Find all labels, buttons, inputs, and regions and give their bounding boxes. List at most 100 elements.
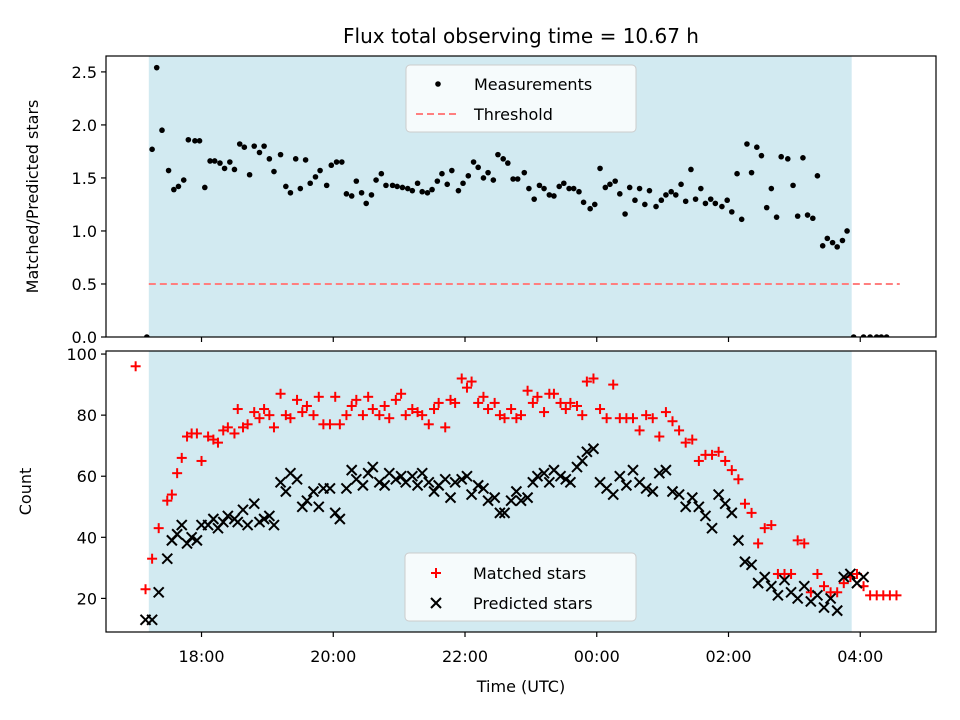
predicted-star-marker xyxy=(373,476,386,489)
marker-stroke xyxy=(185,531,198,544)
measurement-point xyxy=(307,180,314,187)
measurement-point xyxy=(844,228,850,234)
predicted-star-marker xyxy=(543,476,556,489)
measurement-point xyxy=(658,197,665,204)
measurement-point xyxy=(317,167,323,174)
measurement-point xyxy=(251,143,258,149)
predicted-star-marker xyxy=(719,498,731,510)
matched-star-marker xyxy=(264,410,275,421)
measurement-point xyxy=(719,203,725,210)
measurement-point xyxy=(794,213,801,219)
measurement-point xyxy=(449,167,455,174)
y-tick-label: 2.5 xyxy=(72,63,97,82)
predicted-star-marker xyxy=(732,534,745,547)
marker-stroke xyxy=(146,614,158,626)
predicted-star-marker xyxy=(653,467,666,479)
predicted-star-marker xyxy=(838,571,850,583)
marker-stroke xyxy=(248,498,260,510)
matched-star-marker xyxy=(275,388,286,399)
matched-star-marker xyxy=(400,410,411,421)
matched-star-marker xyxy=(292,394,303,405)
matched-star-marker xyxy=(473,397,484,408)
measurement-point xyxy=(514,176,521,182)
matched-star-marker xyxy=(203,431,214,442)
matched-star-marker xyxy=(483,404,494,415)
predicted-star-marker xyxy=(411,479,424,492)
marker-stroke xyxy=(686,491,698,504)
predicted-star-marker xyxy=(759,571,771,583)
matched-star-marker xyxy=(506,404,517,415)
matched-star-marker xyxy=(285,413,296,424)
marker-stroke xyxy=(811,589,824,602)
marker-stroke xyxy=(222,510,234,522)
marker-stroke xyxy=(844,568,857,580)
series-measurements xyxy=(144,64,890,337)
marker-stroke xyxy=(456,473,468,485)
measurement-point xyxy=(256,149,263,156)
y-tick-label: 20 xyxy=(77,589,97,608)
predicted-star-marker xyxy=(301,494,313,507)
matched-star-marker xyxy=(819,581,830,592)
measurement-point xyxy=(192,138,198,144)
matched-star-marker xyxy=(396,388,407,399)
marker-stroke xyxy=(494,507,506,519)
measurement-point xyxy=(414,180,421,187)
predicted-star-marker xyxy=(268,519,280,531)
measurement-point xyxy=(546,192,553,198)
predicted-star-marker xyxy=(334,513,346,525)
y-tick-label: 2.0 xyxy=(72,116,97,135)
matched-star-marker xyxy=(384,413,395,424)
measurement-point xyxy=(470,159,477,165)
matched-star-marker xyxy=(429,404,440,415)
marker-stroke xyxy=(383,467,395,479)
measurement-point xyxy=(429,186,435,193)
matched-star-marker xyxy=(891,590,902,601)
marker-stroke xyxy=(176,519,188,531)
matched-star-marker xyxy=(739,498,750,509)
marker-stroke xyxy=(600,482,613,495)
matched-star-marker xyxy=(351,394,362,405)
marker-stroke xyxy=(296,501,309,513)
measurement-point xyxy=(591,201,598,208)
marker-stroke xyxy=(313,501,325,513)
measurement-point xyxy=(724,197,730,204)
marker-stroke xyxy=(706,522,718,534)
marker-stroke xyxy=(554,470,567,482)
predicted-star-marker xyxy=(477,482,490,495)
measurement-point xyxy=(738,216,745,223)
measurement-point xyxy=(363,200,369,207)
measurement-point xyxy=(217,160,223,166)
marker-stroke xyxy=(284,467,297,479)
measurement-point xyxy=(763,204,770,211)
legend: Measurements Threshold xyxy=(405,64,637,133)
marker-stroke xyxy=(785,586,797,599)
marker-stroke xyxy=(521,491,534,504)
x-tick-label: 00:00 xyxy=(574,647,620,666)
predicted-star-marker xyxy=(217,516,229,528)
measurement-point xyxy=(622,211,628,217)
matched-star-marker xyxy=(581,376,592,387)
marker-stroke xyxy=(395,470,407,482)
marker-stroke xyxy=(324,482,336,495)
marker-stroke xyxy=(439,473,451,485)
measurement-point xyxy=(673,192,679,198)
measurement-point xyxy=(246,171,253,178)
measurement-point xyxy=(153,64,160,71)
matched-star-marker xyxy=(571,400,582,411)
measurement-point xyxy=(368,192,375,198)
marker-stroke xyxy=(614,470,626,482)
matched-star-marker xyxy=(357,410,368,421)
measurement-point xyxy=(302,157,309,163)
marker-stroke xyxy=(263,510,276,522)
marker-stroke xyxy=(560,473,572,485)
measurement-point xyxy=(883,334,890,337)
predicted-star-marker xyxy=(191,534,203,547)
marker-stroke xyxy=(307,485,320,498)
matched-star-marker xyxy=(466,376,477,387)
marker-stroke xyxy=(765,580,778,592)
marker-stroke xyxy=(548,464,560,476)
predicted-star-marker xyxy=(647,485,659,498)
matched-star-marker xyxy=(667,416,678,427)
measurement-point xyxy=(358,189,365,196)
predicted-star-marker xyxy=(505,494,517,507)
